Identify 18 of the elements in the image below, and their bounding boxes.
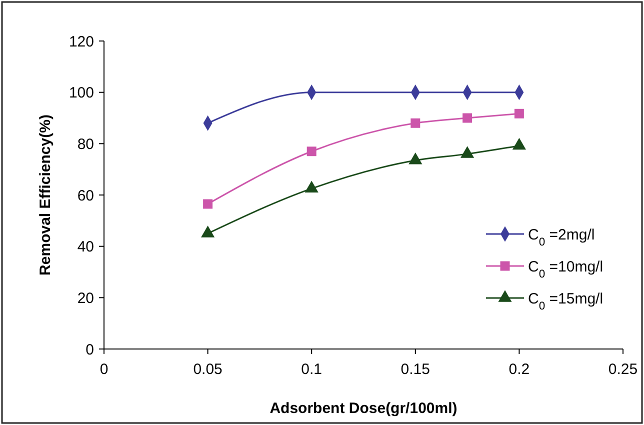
y-tick-label: 0 [86, 341, 94, 358]
y-axis-title: Removal Efficiency(%) [37, 114, 54, 276]
x-tick-label: 0.1 [301, 361, 322, 378]
y-tick-label: 80 [77, 136, 94, 153]
x-tick-label: 0.2 [508, 361, 530, 378]
y-tick-label: 100 [68, 84, 94, 102]
x-tick-label: 0 [100, 361, 108, 378]
x-tick-label: 0.25 [608, 361, 638, 378]
y-tick-label: 60 [77, 187, 94, 204]
legend-label: C$_{0}$ =2mg/l [528, 226, 595, 248]
x-tick-label: 0.05 [193, 361, 222, 378]
legend-label: C$_{0}$ =15mg/l [528, 290, 604, 312]
x-tick-label: 0.15 [400, 361, 430, 378]
y-tick-label: 20 [77, 290, 94, 307]
y-tick-label: 120 [68, 33, 94, 50]
y-tick-label: 40 [77, 238, 94, 256]
legend-label: C$_{0}$ =10mg/l [528, 258, 604, 280]
x-axis-title: Adsorbent Dose(gr/100ml) [270, 400, 458, 417]
